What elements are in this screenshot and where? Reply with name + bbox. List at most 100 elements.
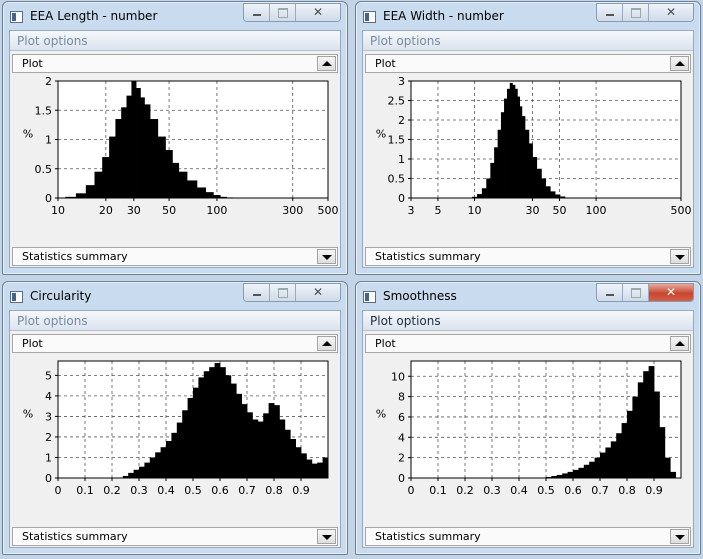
collapse-arrow-icon[interactable] bbox=[317, 336, 336, 351]
histogram-bar bbox=[497, 129, 502, 198]
histogram-bar bbox=[196, 187, 206, 198]
expand-arrow-icon[interactable] bbox=[670, 249, 689, 264]
collapse-arrow-icon[interactable] bbox=[670, 56, 689, 71]
histogram-bar bbox=[616, 433, 622, 478]
histogram-bar bbox=[65, 196, 77, 198]
histogram-bar bbox=[187, 397, 194, 478]
histogram-bar bbox=[506, 88, 511, 198]
plot-options-label: Plot options bbox=[17, 34, 88, 48]
y-axis-label: % bbox=[23, 408, 33, 421]
plot-options-header[interactable]: Plot options bbox=[10, 311, 340, 331]
histogram-bar bbox=[165, 150, 173, 198]
plot-combo[interactable]: Plot bbox=[12, 54, 338, 73]
histogram-bar bbox=[290, 439, 296, 478]
minimize-button[interactable] bbox=[244, 4, 270, 21]
histogram-bar bbox=[610, 441, 617, 478]
histogram-bar bbox=[600, 452, 606, 478]
plot-combo[interactable]: Plot bbox=[365, 334, 691, 353]
histogram-bar bbox=[193, 387, 199, 478]
y-tick-label: 0 bbox=[398, 472, 405, 485]
window-title: EEA Width - number bbox=[383, 9, 504, 23]
window-eea-width: EEA Width - number ✕ Plot options Plot 0… bbox=[355, 1, 701, 275]
plot-combo-label: Plot bbox=[22, 57, 43, 70]
close-button[interactable]: ✕ bbox=[296, 4, 340, 21]
minimize-button[interactable] bbox=[244, 284, 270, 301]
histogram-bar bbox=[263, 413, 269, 478]
histogram-bar bbox=[486, 178, 491, 198]
y-tick-label: 0 bbox=[45, 192, 52, 205]
histogram-bar bbox=[659, 427, 666, 478]
plot-options-header[interactable]: Plot options bbox=[363, 311, 693, 331]
histogram-bar bbox=[115, 119, 122, 198]
close-icon: ✕ bbox=[312, 285, 324, 299]
expand-arrow-icon[interactable] bbox=[317, 249, 336, 264]
maximize-button[interactable] bbox=[623, 284, 649, 301]
minimize-button[interactable] bbox=[597, 284, 623, 301]
maximize-button[interactable] bbox=[270, 4, 296, 21]
x-tick-label: 100 bbox=[206, 204, 227, 217]
plot-combo[interactable]: Plot bbox=[365, 54, 691, 73]
plot-combo-label: Plot bbox=[375, 337, 396, 350]
histogram-svg: 0 0.5 1 1.5 2 10 20 30 50 100 300 500% bbox=[23, 75, 339, 217]
histogram-bar bbox=[567, 471, 574, 478]
plot-options-header[interactable]: Plot options bbox=[10, 31, 340, 51]
x-tick-label: 0.9 bbox=[645, 484, 663, 497]
histogram-bar bbox=[605, 447, 612, 478]
window-client: Plot options Plot 0 1 2 3 4 5 0 0.1 0.2 0.3 0.4 0.5… bbox=[9, 310, 341, 548]
minimize-button[interactable] bbox=[597, 4, 623, 21]
expand-arrow-icon[interactable] bbox=[670, 529, 689, 544]
statistics-summary-label: Statistics summary bbox=[22, 250, 128, 263]
statistics-summary-combo[interactable]: Statistics summary bbox=[12, 527, 338, 546]
histogram-bar bbox=[524, 129, 530, 198]
histogram-bar bbox=[670, 471, 676, 478]
histogram-chart: 0 0.5 1 1.5 2 10 20 30 50 100 300 500% bbox=[12, 73, 339, 248]
histogram-bar bbox=[594, 457, 601, 478]
plot-combo[interactable]: Plot bbox=[12, 334, 338, 353]
close-icon: ✕ bbox=[312, 5, 324, 19]
histogram-bar bbox=[578, 467, 585, 478]
x-tick-label: 0.9 bbox=[292, 484, 310, 497]
statistics-summary-combo[interactable]: Statistics summary bbox=[365, 527, 691, 546]
x-tick-label: 0.4 bbox=[157, 484, 175, 497]
title-bar[interactable]: EEA Width - number ✕ bbox=[356, 2, 700, 30]
histogram-bar bbox=[536, 168, 542, 198]
close-button[interactable]: ✕ bbox=[296, 284, 340, 301]
title-bar[interactable]: Circularity ✕ bbox=[3, 282, 347, 310]
y-tick-label: 1 bbox=[45, 451, 52, 464]
histogram-chart: 0 0.5 1 1.5 2 2.5 3 3 5 10 30 50 100 500% bbox=[365, 73, 692, 248]
close-button[interactable]: ✕ bbox=[649, 4, 693, 21]
collapse-arrow-icon[interactable] bbox=[317, 56, 336, 71]
x-tick-label: 0.2 bbox=[103, 484, 121, 497]
title-bar[interactable]: Smoothness ✕ bbox=[356, 282, 700, 310]
collapse-arrow-icon[interactable] bbox=[670, 336, 689, 351]
y-tick-label: 1.5 bbox=[388, 134, 406, 147]
x-tick-label: 0.6 bbox=[564, 484, 582, 497]
histogram-bar bbox=[279, 419, 286, 478]
histogram-bar bbox=[500, 112, 505, 198]
statistics-summary-combo[interactable]: Statistics summary bbox=[12, 247, 338, 266]
expand-arrow-icon[interactable] bbox=[317, 529, 336, 544]
statistics-summary-combo[interactable]: Statistics summary bbox=[365, 247, 691, 266]
histogram-bar bbox=[203, 371, 210, 478]
histogram-bar bbox=[178, 171, 188, 198]
window-icon bbox=[10, 11, 23, 23]
window-controls: ✕ bbox=[243, 283, 341, 302]
x-tick-label: 0.2 bbox=[456, 484, 474, 497]
histogram-bar bbox=[306, 459, 313, 478]
plot-options-header[interactable]: Plot options bbox=[363, 31, 693, 51]
window-smoothness: Smoothness ✕ Plot options Plot 0 2 4 6 8 10 0 0… bbox=[355, 281, 701, 555]
plot-options-label: Plot options bbox=[17, 314, 88, 328]
close-button[interactable]: ✕ bbox=[649, 284, 693, 301]
y-tick-label: 0.5 bbox=[35, 163, 53, 176]
histogram-bar bbox=[157, 136, 166, 198]
histogram-bar bbox=[509, 82, 513, 198]
title-bar[interactable]: EEA Length - number ✕ bbox=[3, 2, 347, 30]
y-tick-label: 1.5 bbox=[35, 104, 53, 117]
maximize-button[interactable] bbox=[623, 4, 649, 21]
window-controls: ✕ bbox=[596, 283, 694, 302]
histogram-bar bbox=[214, 363, 221, 478]
histogram-bar bbox=[225, 375, 232, 478]
histogram-bar bbox=[664, 457, 671, 478]
histogram-bar bbox=[627, 410, 633, 478]
maximize-button[interactable] bbox=[270, 284, 296, 301]
